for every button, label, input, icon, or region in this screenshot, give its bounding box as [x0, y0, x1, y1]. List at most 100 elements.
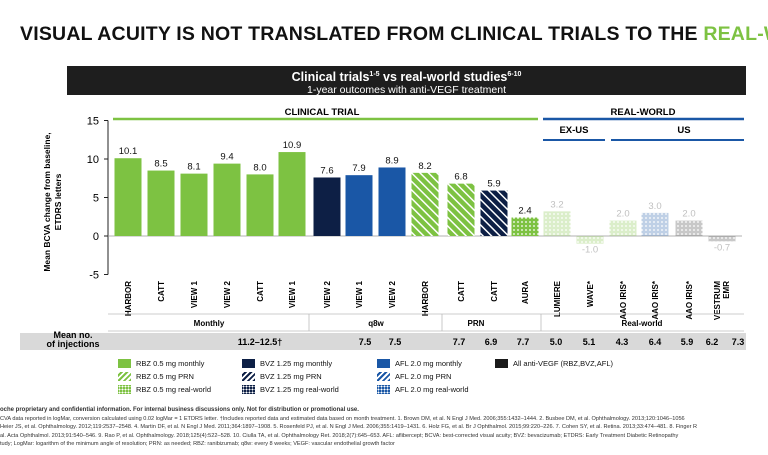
legend-swatch [118, 371, 131, 381]
injections-value: 7.7 [453, 337, 466, 347]
legend-item-afl-monthly: AFL 2.0 mg monthly [377, 358, 462, 368]
y-axis-label-line: ETDRS letters [53, 173, 63, 230]
legend-label: AFL 2.0 mg PRN [395, 371, 452, 381]
legend-item-rbz-prn: RBZ 0.5 mg PRN [118, 371, 194, 381]
bar [511, 217, 539, 236]
legend-label: BVZ 1.25 mg monthly [260, 358, 333, 368]
legend-label: BVZ 1.25 mg real-world [260, 384, 339, 394]
legend-swatch [242, 358, 255, 368]
injections-value: 5.1 [583, 337, 596, 347]
injections-value: 6.4 [649, 337, 662, 347]
legend-item-bvz-prn: BVZ 1.25 mg PRN [242, 371, 322, 381]
bar-value-label: 9.4 [220, 152, 233, 163]
banner-subtitle: 1-year outcomes with anti-VEGF treatment [307, 84, 506, 97]
group-label: q8w [368, 319, 384, 328]
group-label: Real-world [622, 319, 663, 328]
category-label: VIEW 2 [223, 280, 232, 308]
bar [345, 175, 373, 236]
bar [447, 183, 475, 236]
category-label: AAO IRIS* [651, 280, 660, 320]
bar-value-label: 7.9 [352, 163, 365, 174]
bar [180, 173, 208, 236]
category-label: VIEW 1 [288, 280, 297, 308]
legend-label: AFL 2.0 mg monthly [395, 358, 462, 368]
injections-value: 5.0 [550, 337, 563, 347]
injections-value: 7.5 [389, 337, 402, 347]
injections-value: 5.9 [681, 337, 694, 347]
section-us: US [677, 125, 690, 136]
legend-swatch [495, 358, 508, 368]
footnote-line-5: tudy; LogMar: logarithm of the minimum a… [0, 441, 395, 448]
legend-label: RBZ 0.5 mg PRN [136, 371, 194, 381]
legend-item-all-anti: All anti-VEGF (RBZ,BVZ,AFL) [495, 358, 613, 368]
category-label: AURA [521, 281, 530, 304]
category-label: VIEW 1 [190, 280, 199, 308]
y-tick-label: 10 [87, 154, 99, 166]
category-label: CATT [157, 281, 166, 302]
section-clinical-trial: CLINICAL TRIAL [285, 107, 360, 118]
legend-swatch [242, 371, 255, 381]
category-label: HARBOR [421, 281, 430, 316]
bar [675, 220, 703, 236]
injections-row-label-line: of injections [46, 339, 99, 349]
y-tick-label: 5 [93, 193, 99, 205]
category-label-line: EMR [722, 281, 731, 299]
y-axis-label: Mean BCVA change from baseline,ETDRS let… [42, 132, 63, 271]
bar [480, 190, 508, 236]
legend-item-rbz-real: RBZ 0.5 mg real-world [118, 384, 211, 394]
section-real-world: REAL-WORLD [611, 107, 676, 118]
bar-value-label: 6.8 [454, 172, 467, 183]
legend-swatch [242, 384, 255, 394]
legend-swatch [377, 358, 390, 368]
bar-value-label: 8.9 [385, 155, 398, 166]
legend-label: RBZ 0.5 mg monthly [136, 358, 205, 368]
category-label: CATT [457, 281, 466, 302]
group-label: PRN [468, 319, 485, 328]
title-accent: REAL-WORLD [703, 23, 768, 45]
injections-value: 6.2 [706, 337, 719, 347]
banner-sup1: 1-5 [369, 71, 380, 78]
injections-value: 7.5 [359, 337, 372, 347]
bar-value-label: 2.0 [682, 209, 695, 220]
category-label: CATT [490, 281, 499, 302]
bar [246, 174, 274, 236]
bar-value-label: 3.0 [648, 201, 661, 212]
category-label: VESTRUMEMR [713, 281, 731, 320]
injections-row-label-line: Mean no. [53, 330, 92, 340]
category-label: CATT [256, 281, 265, 302]
injections-row-bg [20, 333, 746, 350]
footnote-line-4: al. Acta Ophthalmol. 2013;91:540–546. 9.… [0, 432, 679, 439]
bar [213, 163, 241, 236]
category-label: VIEW 1 [355, 280, 364, 308]
bar-value-label: 2.0 [616, 209, 629, 220]
legend-swatch [377, 371, 390, 381]
legend-label: AFL 2.0 mg real-world [395, 384, 469, 394]
footnote-line-3: Heier JS, et al. Ophthalmology. 2012;119… [0, 424, 698, 431]
footnote-line-2: CVA data reported in logMar, conversion … [0, 415, 685, 422]
category-label: WAVE* [586, 280, 595, 307]
bar [543, 211, 571, 236]
bar [411, 172, 439, 236]
category-label: VIEW 2 [323, 280, 332, 308]
injections-value: 7.3 [732, 337, 745, 347]
y-tick-label: -5 [89, 270, 99, 282]
bar [147, 170, 175, 236]
bar [278, 152, 306, 236]
banner-sup2: 6-10 [507, 71, 522, 78]
legend-item-afl-prn: AFL 2.0 mg PRN [377, 371, 451, 381]
bar-value-label: 10.9 [283, 140, 302, 151]
bar-value-label: -1.0 [582, 245, 598, 256]
group-label: Monthly [194, 319, 225, 328]
bar-value-label: -0.7 [714, 242, 730, 253]
legend-swatch [118, 358, 131, 368]
category-label: AAO IRIS* [685, 280, 694, 320]
bar-value-label: 8.0 [253, 162, 266, 173]
legend-label: BVZ 1.25 mg PRN [260, 371, 322, 381]
bar [576, 236, 604, 244]
legend-label: All anti-VEGF (RBZ,BVZ,AFL) [513, 358, 614, 368]
y-tick-label: 15 [87, 116, 99, 128]
bar-value-label: 3.2 [550, 199, 563, 210]
category-label-line: VESTRUM [713, 281, 722, 320]
y-axis-label-line: Mean BCVA change from baseline, [42, 132, 52, 271]
bar [378, 167, 406, 236]
